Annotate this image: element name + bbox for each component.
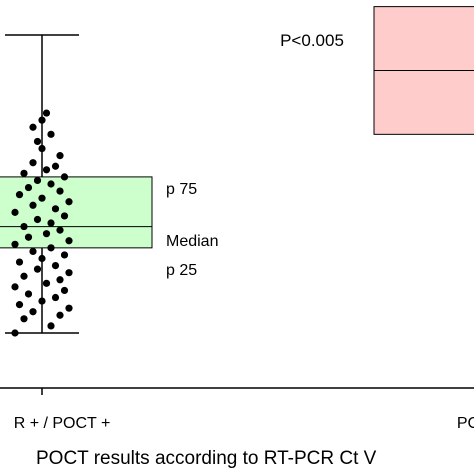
data-point bbox=[47, 180, 55, 188]
data-point bbox=[47, 130, 55, 138]
data-point bbox=[47, 244, 55, 252]
data-point bbox=[42, 109, 51, 117]
data-point bbox=[15, 191, 24, 199]
x-tick-label: PC bbox=[457, 415, 474, 432]
data-point bbox=[51, 261, 60, 270]
data-point bbox=[20, 315, 28, 323]
data-point bbox=[33, 215, 42, 224]
data-point bbox=[20, 169, 28, 177]
data-point bbox=[42, 279, 51, 287]
plot-area bbox=[0, 6, 474, 395]
data-point bbox=[51, 293, 60, 302]
box-label-median: Median bbox=[166, 233, 218, 250]
data-point bbox=[29, 123, 37, 131]
data-point bbox=[29, 247, 37, 256]
data-point bbox=[56, 187, 64, 195]
data-point bbox=[29, 159, 37, 167]
data-point bbox=[20, 272, 28, 280]
data-point bbox=[11, 240, 19, 248]
data-point bbox=[11, 208, 19, 216]
data-point bbox=[51, 162, 60, 170]
data-point bbox=[33, 176, 42, 185]
box-group-1 bbox=[0, 176, 153, 249]
data-point bbox=[42, 166, 51, 174]
data-point bbox=[65, 237, 73, 245]
data-point bbox=[11, 329, 19, 337]
data-point bbox=[65, 304, 73, 312]
data-point bbox=[65, 269, 73, 277]
data-point bbox=[24, 183, 33, 192]
data-point bbox=[38, 144, 46, 153]
data-point bbox=[56, 311, 64, 319]
data-point bbox=[56, 276, 64, 284]
data-point bbox=[56, 226, 64, 234]
data-point bbox=[38, 194, 46, 202]
data-point bbox=[60, 212, 69, 220]
data-point bbox=[38, 254, 46, 263]
data-point bbox=[38, 116, 46, 124]
data-point bbox=[65, 198, 73, 206]
data-point bbox=[42, 230, 51, 238]
data-point bbox=[47, 219, 55, 227]
data-point bbox=[20, 222, 28, 231]
data-point bbox=[60, 251, 69, 259]
box-label-p25: p 25 bbox=[166, 262, 197, 279]
x-tick-label: R + / POCT + bbox=[14, 415, 111, 432]
data-point bbox=[33, 137, 42, 146]
data-point bbox=[24, 233, 33, 241]
data-point bbox=[29, 201, 37, 209]
data-point bbox=[11, 283, 19, 291]
data-point bbox=[29, 308, 37, 316]
data-point bbox=[15, 301, 24, 309]
p-value-annotation: P<0.005 bbox=[280, 31, 344, 50]
data-point bbox=[60, 173, 69, 181]
box-label-p75: p 75 bbox=[166, 181, 197, 198]
data-point bbox=[60, 286, 69, 295]
data-point bbox=[38, 297, 46, 305]
x-axis-label: POCT results according to RT-PCR Ct V bbox=[36, 448, 377, 469]
data-point bbox=[33, 265, 42, 273]
data-point bbox=[47, 322, 55, 330]
data-point bbox=[24, 290, 33, 298]
data-point bbox=[15, 258, 24, 266]
data-point bbox=[56, 152, 64, 160]
data-point bbox=[51, 205, 60, 213]
